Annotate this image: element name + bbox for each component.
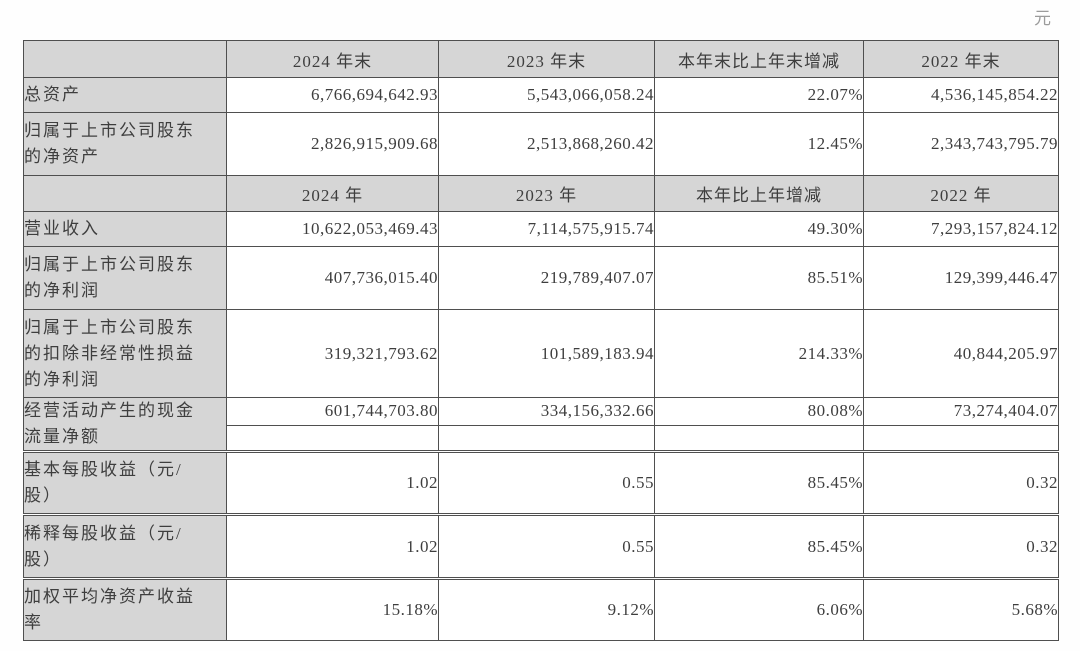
table-row-weighted-roe: 加权平均净资产收益 率 15.18% 9.12% 6.06% 5.68%: [23, 577, 1059, 641]
cell-net-profit-change: 85.51%: [654, 246, 864, 310]
row-label-operating-cash-flow: 经营活动产生的现金 流量净额: [23, 397, 227, 452]
cell-net-profit-2023: 219,789,407.07: [438, 246, 655, 310]
cell-operating-cash-flow-2024: 601,744,703.80: [226, 397, 439, 426]
cell-total-assets-2023: 5,543,066,058.24: [438, 77, 655, 113]
cell-net-assets-2023: 2,513,868,260.42: [438, 112, 655, 176]
cell-revenue-2022: 7,293,157,824.12: [863, 211, 1059, 247]
header-2023-year: 2023 年: [438, 175, 655, 212]
table-row-net-profit: 归属于上市公司股东 的净利润 407,736,015.40 219,789,40…: [23, 246, 1059, 310]
cell-net-assets-change: 12.45%: [654, 112, 864, 176]
header-change-year-end: 本年末比上年末增减: [654, 40, 864, 78]
cell-total-assets-2024: 6,766,694,642.93: [226, 77, 439, 113]
cell-net-profit-deducted-2023: 101,589,183.94: [438, 309, 655, 398]
cell-net-profit-deducted-change: 214.33%: [654, 309, 864, 398]
header-row-year-end: 2024 年末 2023 年末 本年末比上年末增减 2022 年末: [23, 40, 1059, 78]
cell-net-assets-2024: 2,826,915,909.68: [226, 112, 439, 176]
header-2022-year: 2022 年: [863, 175, 1059, 212]
empty-cell: [863, 424, 1059, 452]
unit-label: 元: [1034, 9, 1052, 28]
table-row-net-assets: 归属于上市公司股东 的净资产 2,826,915,909.68 2,513,86…: [23, 112, 1059, 176]
header-row-full-year: 2024 年 2023 年 本年比上年增减 2022 年: [23, 175, 1059, 212]
row-label-net-assets: 归属于上市公司股东 的净资产: [23, 112, 227, 176]
cell-net-profit-2024: 407,736,015.40: [226, 246, 439, 310]
header-2024-year-end: 2024 年末: [226, 40, 439, 78]
cell-diluted-eps-2023: 0.55: [438, 513, 655, 579]
header-2024-year: 2024 年: [226, 175, 439, 212]
row-label-diluted-eps: 稀释每股收益（元/ 股）: [23, 513, 227, 579]
header-blank-cell: [23, 40, 227, 78]
cell-net-assets-2022: 2,343,743,795.79: [863, 112, 1059, 176]
header-blank-cell-2: [23, 175, 227, 212]
cell-weighted-roe-2023: 9.12%: [438, 577, 655, 641]
cell-revenue-2024: 10,622,053,469.43: [226, 211, 439, 247]
row-label-total-assets: 总资产: [23, 77, 227, 113]
header-2022-year-end: 2022 年末: [863, 40, 1059, 78]
cell-diluted-eps-2024: 1.02: [226, 513, 439, 579]
empty-cell: [654, 424, 864, 452]
row-label-revenue: 营业收入: [23, 211, 227, 247]
cell-diluted-eps-change: 85.45%: [654, 513, 864, 579]
table-row-revenue: 营业收入 10,622,053,469.43 7,114,575,915.74 …: [23, 211, 1059, 247]
cell-operating-cash-flow-2022: 73,274,404.07: [863, 397, 1059, 426]
header-2023-year-end: 2023 年末: [438, 40, 655, 78]
empty-cell: [438, 424, 655, 452]
cell-basic-eps-2024: 1.02: [226, 450, 439, 515]
table-row-operating-cash-flow: 经营活动产生的现金 流量净额 601,744,703.80 334,156,33…: [23, 397, 1059, 452]
cell-operating-cash-flow-2023: 334,156,332.66: [438, 397, 655, 426]
empty-cell: [226, 424, 439, 452]
cell-operating-cash-flow-change: 80.08%: [654, 397, 864, 426]
cell-net-profit-deducted-2022: 40,844,205.97: [863, 309, 1059, 398]
financial-summary-table: 2024 年末 2023 年末 本年末比上年末增减 2022 年末 总资产 6,…: [23, 40, 1059, 641]
cell-total-assets-2022: 4,536,145,854.22: [863, 77, 1059, 113]
cell-diluted-eps-2022: 0.32: [863, 513, 1059, 579]
cell-net-profit-deducted-2024: 319,321,793.62: [226, 309, 439, 398]
table-row-diluted-eps: 稀释每股收益（元/ 股） 1.02 0.55 85.45% 0.32: [23, 513, 1059, 579]
cell-total-assets-change: 22.07%: [654, 77, 864, 113]
table-row-total-assets: 总资产 6,766,694,642.93 5,543,066,058.24 22…: [23, 77, 1059, 113]
cell-weighted-roe-2024: 15.18%: [226, 577, 439, 641]
header-change-year: 本年比上年增减: [654, 175, 864, 212]
cell-basic-eps-2022: 0.32: [863, 450, 1059, 515]
row-label-basic-eps: 基本每股收益（元/ 股）: [23, 450, 227, 515]
cell-basic-eps-change: 85.45%: [654, 450, 864, 515]
cell-weighted-roe-change: 6.06%: [654, 577, 864, 641]
cell-revenue-2023: 7,114,575,915.74: [438, 211, 655, 247]
row-label-net-profit: 归属于上市公司股东 的净利润: [23, 246, 227, 310]
cell-weighted-roe-2022: 5.68%: [863, 577, 1059, 641]
row-label-weighted-roe: 加权平均净资产收益 率: [23, 577, 227, 641]
row-label-net-profit-deducted: 归属于上市公司股东 的扣除非经常性损益 的净利润: [23, 309, 227, 398]
table-row-basic-eps: 基本每股收益（元/ 股） 1.02 0.55 85.45% 0.32: [23, 450, 1059, 515]
table-row-net-profit-deducted: 归属于上市公司股东 的扣除非经常性损益 的净利润 319,321,793.62 …: [23, 309, 1059, 398]
cell-basic-eps-2023: 0.55: [438, 450, 655, 515]
cell-net-profit-2022: 129,399,446.47: [863, 246, 1059, 310]
cell-revenue-change: 49.30%: [654, 211, 864, 247]
